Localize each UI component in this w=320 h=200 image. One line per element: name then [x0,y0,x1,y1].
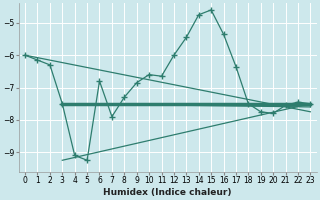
X-axis label: Humidex (Indice chaleur): Humidex (Indice chaleur) [103,188,232,197]
